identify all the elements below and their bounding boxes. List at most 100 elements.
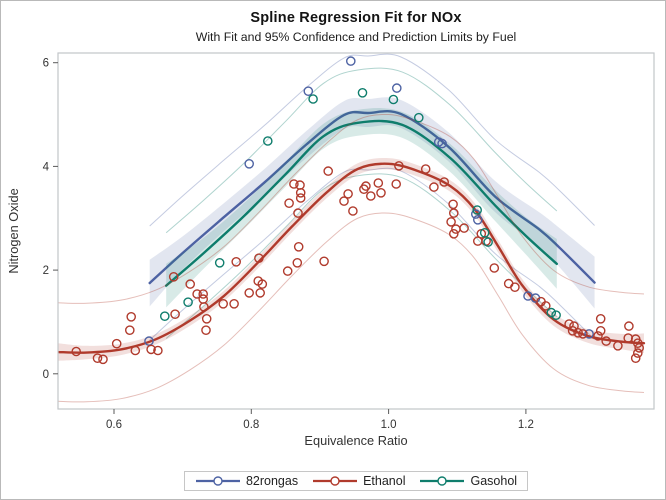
data-point-ethanol (170, 309, 180, 320)
legend-line-marker-icon (313, 476, 358, 486)
data-point-ethanol (439, 177, 450, 187)
data-point-82rongas (391, 83, 402, 93)
data-point-ethanol (125, 325, 135, 336)
data-point-ethanol (126, 311, 136, 322)
confidence-band-82rongas (149, 97, 595, 309)
data-point-ethanol (613, 340, 623, 351)
data-point-ethanol (229, 298, 239, 309)
data-point-ethanol (319, 256, 329, 267)
data-point-ethanol (130, 345, 141, 356)
data-point-ethanol (365, 191, 376, 201)
data-point-ethanol (198, 289, 208, 299)
data-point-gasohol (413, 112, 424, 123)
data-point-ethanol (98, 354, 108, 365)
legend-item-82rongas: 82rongas (195, 475, 298, 488)
data-point-ethanol (567, 325, 578, 336)
data-point-ethanol (201, 325, 211, 336)
data-point-ethanol (595, 313, 606, 324)
data-point-82rongas (244, 158, 254, 169)
data-point-ethanol (391, 179, 402, 189)
chart-title: Spline Regression Fit for NOx (250, 10, 462, 26)
data-point-ethanol (601, 336, 612, 346)
data-point-ethanol (593, 331, 603, 341)
data-point-ethanol (348, 206, 358, 216)
data-point-82rongas (470, 209, 481, 219)
data-point-gasohol (183, 297, 193, 308)
data-point-ethanol (633, 348, 643, 358)
data-point-ethanol (361, 181, 371, 191)
chart-subtitle: With Fit and 95% Confidence and Predicti… (195, 30, 517, 44)
data-point-82rongas (345, 56, 356, 66)
data-point-ethanol (373, 178, 384, 188)
data-point-ethanol (292, 257, 303, 268)
data-point-ethanol (541, 301, 551, 311)
data-point-ethanol (429, 182, 439, 192)
legend-item-label: 82rongas (245, 473, 299, 488)
data-point-ethanol (633, 338, 643, 349)
data-point-gasohol (357, 88, 368, 98)
y-tick-label: 2 (43, 265, 49, 277)
data-point-ethanol (201, 313, 212, 324)
prediction-limit-lower-gasohol (165, 173, 558, 339)
data-point-ethanol (446, 217, 456, 227)
prediction-limit-lower-ethanol (58, 212, 645, 403)
data-point-ethanol (293, 241, 304, 252)
legend-line-marker-icon (420, 476, 465, 486)
y-axis-label: Nitrogen Oxide (6, 188, 21, 273)
data-point-ethanol (569, 321, 579, 331)
data-point-ethanol (231, 256, 241, 267)
data-point-gasohol (308, 94, 318, 104)
data-point-ethanol (634, 343, 645, 353)
data-point-ethanol (192, 289, 202, 299)
legend-item-gasohol: Gasohol (419, 475, 517, 488)
data-point-ethanol (295, 193, 306, 203)
x-axis-label: Equivalence Ratio (304, 433, 407, 448)
data-point-gasohol (479, 227, 490, 238)
prediction-limit-upper-ethanol (58, 113, 645, 304)
plot-content (58, 53, 646, 403)
data-point-ethanol (510, 282, 520, 293)
y-tick-label: 4 (43, 161, 50, 173)
data-point-gasohol (159, 311, 170, 322)
data-point-ethanol (168, 271, 179, 282)
data-point-ethanol (295, 187, 306, 198)
prediction-limit-lower-82rongas (149, 167, 595, 341)
data-point-ethanol (339, 196, 349, 206)
data-point-ethanol (257, 279, 268, 289)
data-point-82rongas (472, 214, 483, 225)
data-point-ethanol (92, 353, 103, 364)
y-tick-label: 6 (43, 58, 49, 70)
legend: 82rongas Ethanol Gasohol (58, 471, 654, 491)
data-point-ethanol (578, 329, 588, 339)
data-point-ethanol (255, 288, 266, 298)
x-tick-label: 1.2 (518, 419, 534, 431)
x-tick-label: 0.8 (243, 419, 259, 431)
legend-line-marker-icon (195, 476, 240, 486)
confidence-band-gasohol (166, 108, 557, 308)
plot-frame (57, 52, 655, 410)
fit-line-gasohol (164, 119, 558, 287)
data-point-ethanol (573, 327, 583, 338)
data-point-gasohol (214, 257, 225, 268)
scatter-gasohol (159, 88, 561, 322)
data-point-ethanol (624, 321, 634, 331)
data-point-82rongas (437, 138, 447, 149)
data-point-gasohol (483, 237, 493, 247)
data-point-ethanol (153, 345, 163, 356)
fit-line-82rongas (148, 109, 596, 285)
data-point-ethanol (218, 298, 228, 309)
legend-item-label: Ethanol (363, 473, 406, 488)
data-point-ethanol (394, 161, 404, 171)
data-point-ethanol (376, 187, 386, 198)
prediction-limit-upper-82rongas (149, 53, 595, 227)
legend-item-ethanol: Ethanol (312, 475, 405, 488)
y-tick-label: 0 (43, 369, 49, 381)
data-point-ethanol (459, 223, 469, 233)
data-point-ethanol (111, 338, 122, 349)
data-point-ethanol (420, 164, 431, 174)
data-point-gasohol (472, 205, 483, 215)
data-point-ethanol (289, 179, 299, 189)
data-point-ethanol (146, 344, 156, 355)
